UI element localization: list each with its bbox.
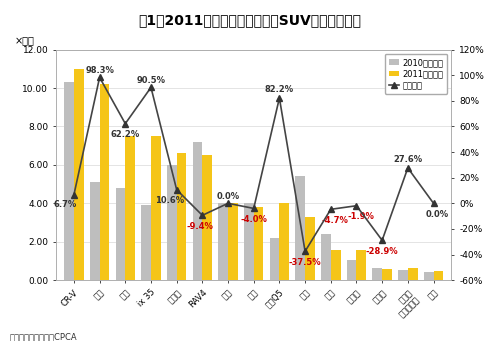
- Bar: [228, 203, 238, 280]
- Bar: [254, 207, 264, 280]
- Bar: [280, 203, 289, 280]
- Bar: [321, 234, 331, 280]
- Text: 27.6%: 27.6%: [394, 155, 422, 164]
- Bar: [346, 260, 356, 280]
- Bar: [408, 268, 418, 280]
- Text: 6.7%: 6.7%: [54, 200, 77, 209]
- Text: 0.0%: 0.0%: [426, 210, 449, 219]
- Bar: [126, 136, 135, 280]
- Bar: [192, 142, 202, 280]
- Bar: [151, 136, 160, 280]
- Bar: [424, 272, 434, 280]
- Text: 98.3%: 98.3%: [85, 66, 114, 75]
- Text: 10.6%: 10.6%: [155, 196, 184, 205]
- Text: 62.2%: 62.2%: [110, 130, 140, 139]
- Bar: [176, 153, 186, 280]
- Text: -4.7%: -4.7%: [322, 216, 348, 225]
- Bar: [382, 269, 392, 280]
- Text: 82.2%: 82.2%: [265, 85, 294, 94]
- Bar: [116, 188, 126, 280]
- Bar: [100, 84, 110, 280]
- Bar: [141, 205, 151, 280]
- Bar: [74, 69, 84, 280]
- Bar: [372, 268, 382, 280]
- Bar: [398, 270, 408, 280]
- Bar: [244, 203, 254, 280]
- Bar: [305, 217, 315, 280]
- Text: -1.9%: -1.9%: [347, 212, 374, 221]
- Bar: [356, 250, 366, 280]
- Bar: [167, 165, 176, 280]
- Text: 90.5%: 90.5%: [136, 76, 166, 85]
- Text: 来源：盖世汽车网，CPCA: 来源：盖世汽车网，CPCA: [10, 332, 78, 341]
- Bar: [331, 250, 340, 280]
- Text: 0.0%: 0.0%: [216, 192, 240, 201]
- Text: -37.5%: -37.5%: [289, 258, 322, 267]
- Text: 图1：2011年前三季度国产外资SUV销量及其增速: 图1：2011年前三季度国产外资SUV销量及其增速: [138, 14, 362, 28]
- Legend: 2010年（辆）, 2011年（辆）, 同比增长: 2010年（辆）, 2011年（辆）, 同比增长: [384, 54, 448, 94]
- Bar: [64, 82, 74, 280]
- Text: -4.0%: -4.0%: [240, 215, 267, 224]
- Bar: [296, 176, 305, 280]
- Bar: [90, 182, 100, 280]
- Bar: [202, 155, 212, 280]
- Text: -28.9%: -28.9%: [366, 247, 398, 256]
- Bar: [218, 203, 228, 280]
- Text: -9.4%: -9.4%: [186, 222, 213, 231]
- Bar: [434, 270, 444, 280]
- Bar: [270, 238, 280, 280]
- Y-axis label: ×万辆: ×万辆: [14, 35, 34, 45]
